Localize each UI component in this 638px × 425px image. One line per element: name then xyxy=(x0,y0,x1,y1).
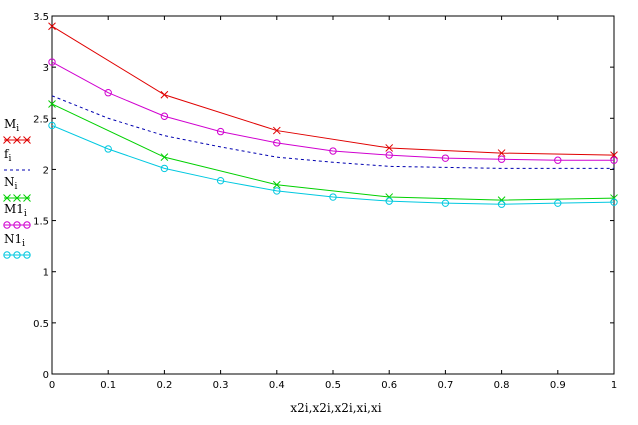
legend-entry: fi xyxy=(4,147,30,171)
legend-label: Mi xyxy=(4,117,19,134)
x-tick-label: 1 xyxy=(611,380,617,391)
data-point xyxy=(610,156,618,164)
data-point xyxy=(554,199,562,207)
series-line xyxy=(51,61,614,161)
data-point xyxy=(160,164,169,173)
data-point xyxy=(273,187,281,195)
data-point xyxy=(497,155,506,163)
data-point xyxy=(385,151,393,159)
legend-marker xyxy=(23,136,31,144)
legend-label: Ni xyxy=(4,175,18,192)
legend-marker xyxy=(13,194,21,202)
legend-marker xyxy=(3,136,11,144)
series-fi xyxy=(51,95,614,169)
data-point xyxy=(104,145,112,153)
x-tick-label: 0.3 xyxy=(213,380,229,391)
plot-frame xyxy=(51,15,615,375)
x-tick-label: 0.9 xyxy=(550,380,566,391)
data-point xyxy=(497,149,506,157)
series-Ni xyxy=(48,100,618,204)
legend-entry: N1i xyxy=(3,232,31,259)
series-line xyxy=(51,25,615,156)
data-point xyxy=(272,180,281,189)
data-point xyxy=(216,176,225,185)
series-N1i xyxy=(48,121,618,208)
data-point xyxy=(273,139,281,147)
series-line xyxy=(51,124,615,205)
legend-entry: Ni xyxy=(3,175,31,202)
data-point xyxy=(329,193,337,201)
x-tick-label: 0.7 xyxy=(437,380,453,391)
y-tick-label: 3.5 xyxy=(33,12,49,23)
legend-marker xyxy=(3,251,11,259)
series-line xyxy=(51,103,615,201)
legend-marker xyxy=(13,221,21,229)
legend-entry: M1i xyxy=(3,202,31,229)
data-point xyxy=(385,197,393,205)
data-point xyxy=(160,90,169,99)
data-point xyxy=(48,58,56,66)
legend-marker xyxy=(3,194,11,202)
x-tick-label: 0.6 xyxy=(381,380,397,391)
x-tick-label: 0 xyxy=(49,380,55,391)
series-line xyxy=(51,95,614,169)
y-tick-label: 1.5 xyxy=(33,217,49,228)
x-tick-label: 0.4 xyxy=(269,380,285,391)
legend-marker xyxy=(13,251,21,259)
legend-marker xyxy=(23,251,31,259)
legend-label: N1i xyxy=(4,232,25,249)
legend-label: fi xyxy=(4,147,11,164)
series-M1i xyxy=(48,58,618,164)
y-tick-label: 2 xyxy=(43,165,49,176)
legend-marker xyxy=(23,194,31,202)
legend-entry: Mi xyxy=(3,117,31,144)
legend-marker xyxy=(23,221,31,229)
y-tick-label: 1 xyxy=(43,268,49,279)
legend-marker xyxy=(3,221,11,229)
data-point xyxy=(329,147,337,155)
data-point xyxy=(385,144,394,152)
legend-marker xyxy=(13,136,21,144)
x-tick-label: 0.8 xyxy=(494,380,510,391)
data-point xyxy=(441,199,450,207)
legend-label: M1i xyxy=(4,202,27,219)
data-point xyxy=(554,156,562,164)
data-point xyxy=(272,126,281,135)
data-point xyxy=(160,153,169,162)
y-tick-label: 2.5 xyxy=(33,114,49,125)
data-point xyxy=(216,127,225,136)
y-tick-label: 0 xyxy=(43,370,49,381)
data-point xyxy=(48,22,56,31)
data-point xyxy=(441,154,450,162)
data-point xyxy=(497,200,506,208)
x-tick-label: 0.2 xyxy=(156,380,172,391)
y-tick-label: 0.5 xyxy=(33,319,49,330)
x-axis-label: x2i,x2i,x2i,xi,xi xyxy=(290,401,381,415)
data-point xyxy=(104,89,112,97)
data-point xyxy=(48,121,56,130)
y-tick-label: 3 xyxy=(43,63,49,74)
data-point xyxy=(48,100,56,108)
x-tick-label: 0.1 xyxy=(100,380,116,391)
series-Mi xyxy=(48,22,618,159)
data-point xyxy=(160,112,169,120)
x-tick-label: 0.5 xyxy=(325,380,341,391)
data-point xyxy=(610,198,618,206)
